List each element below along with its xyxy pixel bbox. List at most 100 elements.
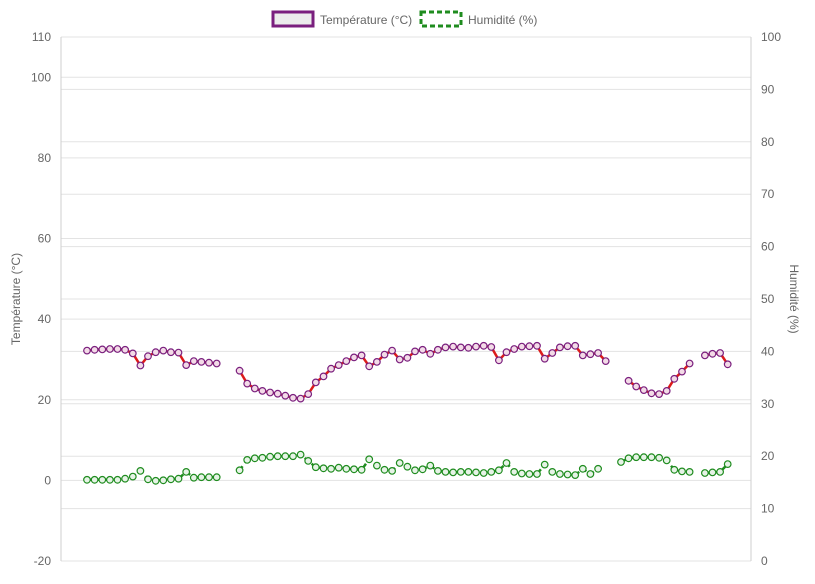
humidity-point[interactable] (98, 475, 107, 484)
temperature-point[interactable] (235, 366, 244, 375)
humidity-point[interactable] (495, 466, 503, 475)
temperature-point[interactable] (289, 393, 297, 402)
humidity-point[interactable] (334, 463, 343, 472)
humidity-point[interactable] (449, 468, 458, 477)
temperature-point[interactable] (601, 357, 610, 366)
humidity-point[interactable] (411, 466, 419, 475)
temperature-point[interactable] (98, 345, 107, 354)
temperature-point[interactable] (685, 359, 694, 368)
temperature-point[interactable] (334, 361, 343, 370)
humidity-point[interactable] (159, 476, 168, 485)
humidity-point[interactable] (273, 452, 282, 461)
temperature-point[interactable] (380, 350, 389, 359)
temperature-point[interactable] (411, 347, 419, 356)
temperature-point[interactable] (311, 378, 320, 387)
humidity-point[interactable] (327, 464, 336, 473)
temperature-point[interactable] (90, 345, 99, 354)
humidity-point[interactable] (632, 453, 641, 462)
humidity-point[interactable] (556, 470, 564, 478)
temperature-point[interactable] (113, 345, 122, 353)
temperature-point[interactable] (357, 351, 366, 360)
temperature-point[interactable] (723, 360, 732, 369)
temperature-point[interactable] (174, 348, 183, 357)
humidity-point[interactable] (166, 475, 175, 484)
humidity-point[interactable] (586, 470, 595, 478)
humidity-point[interactable] (655, 453, 663, 462)
humidity-point[interactable] (479, 469, 488, 477)
humidity-point[interactable] (548, 468, 557, 476)
temperature-point[interactable] (365, 362, 374, 371)
temperature-point[interactable] (678, 367, 686, 376)
humidity-point[interactable] (510, 468, 519, 476)
humidity-point[interactable] (174, 474, 183, 483)
temperature-point[interactable] (449, 342, 458, 351)
humidity-point[interactable] (670, 465, 679, 474)
humidity-point[interactable] (594, 464, 602, 473)
temperature-point[interactable] (464, 343, 473, 352)
humidity-point[interactable] (502, 459, 511, 467)
temperature-point[interactable] (373, 358, 381, 366)
humidity-point[interactable] (487, 468, 496, 476)
humidity-point[interactable] (304, 457, 313, 465)
humidity-point[interactable] (373, 461, 381, 470)
humidity-point[interactable] (357, 465, 366, 474)
legend-item-temperature[interactable]: Température (°C) (271, 10, 412, 28)
temperature-point[interactable] (624, 376, 633, 385)
temperature-point[interactable] (105, 345, 114, 353)
humidity-point[interactable] (403, 462, 412, 471)
temperature-point[interactable] (243, 379, 252, 388)
temperature-point[interactable] (517, 342, 526, 351)
temperature-point[interactable] (456, 343, 465, 352)
temperature-point[interactable] (510, 345, 519, 353)
humidity-point[interactable] (723, 460, 732, 469)
temperature-point[interactable] (502, 348, 511, 357)
temperature-point[interactable] (395, 355, 404, 364)
humidity-point[interactable] (144, 475, 152, 484)
temperature-point[interactable] (205, 358, 213, 367)
legend-item-humidity[interactable]: Humidité (%) (419, 10, 537, 28)
humidity-point[interactable] (701, 469, 709, 477)
humidity-point[interactable] (83, 475, 91, 484)
humidity-point[interactable] (258, 453, 267, 462)
humidity-point[interactable] (571, 471, 580, 480)
humidity-point[interactable] (578, 464, 587, 473)
temperature-point[interactable] (418, 345, 427, 354)
humidity-point[interactable] (296, 450, 305, 459)
humidity-point[interactable] (426, 461, 435, 470)
humidity-point[interactable] (395, 459, 404, 467)
humidity-point[interactable] (456, 468, 465, 476)
humidity-point[interactable] (472, 468, 480, 477)
temperature-point[interactable] (128, 349, 137, 358)
humidity-point[interactable] (441, 468, 450, 476)
humidity-point[interactable] (151, 476, 160, 485)
temperature-point[interactable] (273, 389, 282, 398)
temperature-point[interactable] (556, 343, 564, 352)
humidity-point[interactable] (205, 473, 213, 482)
temperature-point[interactable] (548, 349, 557, 357)
humidity-point[interactable] (105, 475, 114, 484)
humidity-point[interactable] (281, 452, 290, 461)
temperature-point[interactable] (662, 387, 671, 395)
temperature-point[interactable] (258, 387, 267, 395)
temperature-point[interactable] (571, 341, 580, 350)
temperature-point[interactable] (136, 361, 145, 370)
humidity-point[interactable] (350, 465, 358, 474)
temperature-point[interactable] (197, 358, 206, 366)
humidity-point[interactable] (418, 465, 427, 474)
temperature-point[interactable] (434, 345, 442, 354)
humidity-point[interactable] (342, 464, 351, 473)
humidity-point[interactable] (563, 470, 572, 479)
temperature-point[interactable] (578, 351, 587, 360)
humidity-point[interactable] (136, 467, 145, 475)
temperature-point[interactable] (250, 384, 259, 393)
temperature-point[interactable] (655, 390, 663, 399)
humidity-point[interactable] (266, 452, 275, 461)
humidity-point[interactable] (464, 468, 473, 476)
humidity-point[interactable] (388, 467, 397, 475)
humidity-point[interactable] (235, 466, 244, 475)
humidity-point[interactable] (617, 458, 625, 466)
humidity-point[interactable] (380, 465, 389, 474)
temperature-point[interactable] (525, 342, 534, 351)
temperature-point[interactable] (495, 356, 503, 365)
temperature-point[interactable] (121, 345, 129, 354)
